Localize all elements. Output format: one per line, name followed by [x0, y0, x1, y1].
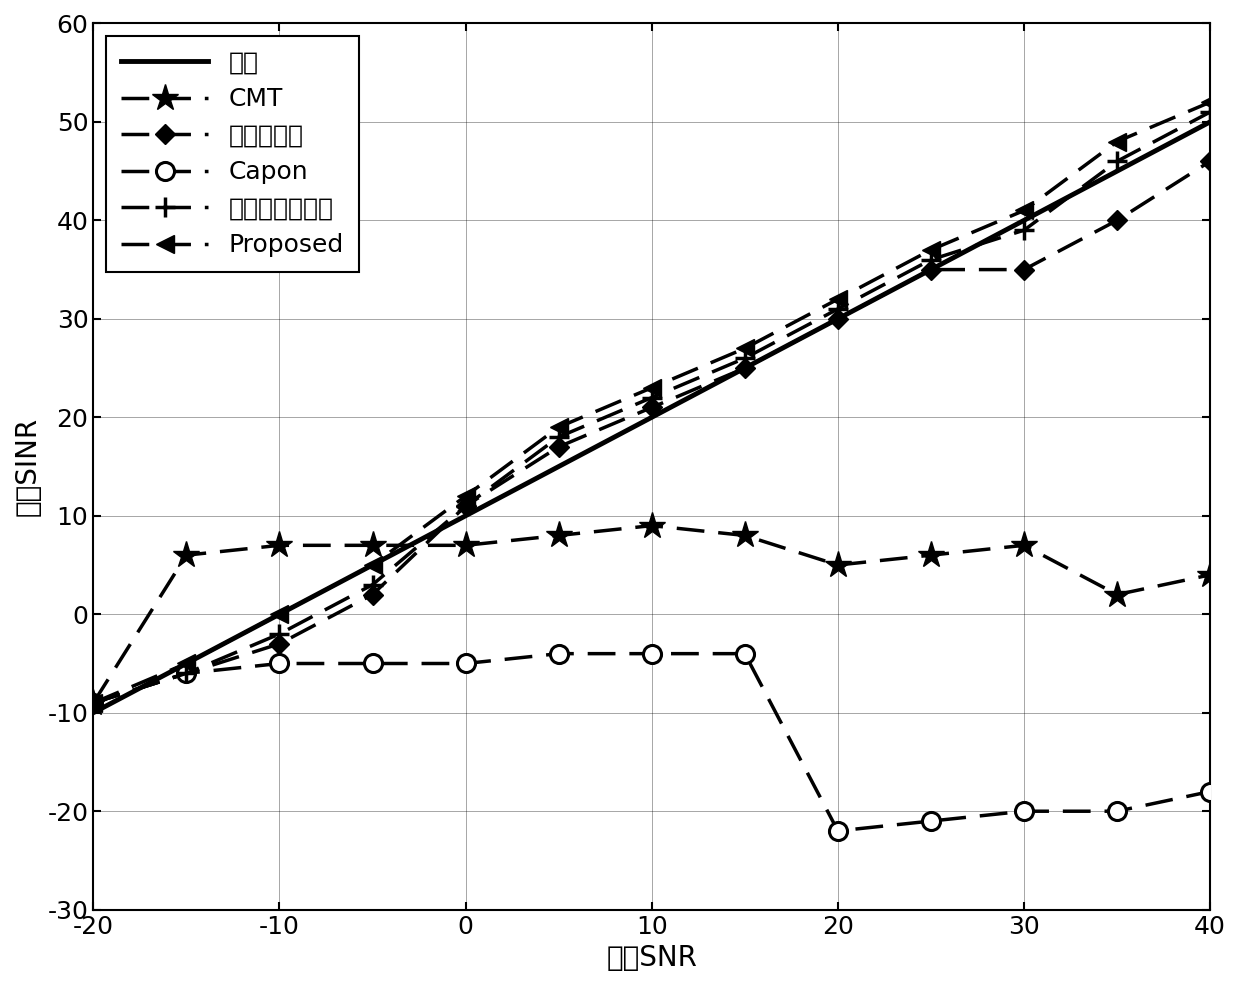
Proposed [1017, 204, 1032, 216]
Proposed [645, 382, 660, 393]
Line: Proposed: Proposed [84, 93, 1219, 712]
Proposed [458, 490, 472, 502]
Capon [1017, 806, 1032, 817]
CMT [924, 549, 939, 561]
Legend: 理想, CMT, 多参数约束, Capon, 协方差矩阵重构, Proposed: 理想, CMT, 多参数约束, Capon, 协方差矩阵重构, Proposed [105, 35, 358, 272]
协方差矩阵重构 [1017, 224, 1032, 236]
多参数约束 [272, 638, 286, 650]
Line: Capon: Capon [84, 645, 1219, 840]
CMT [1203, 569, 1218, 581]
Capon [1203, 786, 1218, 798]
多参数约束 [645, 401, 660, 413]
CMT [645, 520, 660, 531]
Proposed [1203, 97, 1218, 108]
理想 [1110, 166, 1125, 177]
多参数约束 [831, 313, 846, 324]
理想 [552, 460, 567, 472]
CMT [272, 539, 286, 551]
协方差矩阵重构 [1110, 156, 1125, 168]
Proposed [552, 421, 567, 433]
Line: 多参数约束: 多参数约束 [87, 155, 1218, 710]
协方差矩阵重构 [831, 303, 846, 315]
Capon [86, 697, 100, 709]
Capon [179, 668, 193, 679]
Proposed [179, 658, 193, 669]
协方差矩阵重构 [272, 628, 286, 640]
多参数约束 [86, 697, 100, 709]
Capon [365, 658, 379, 669]
Capon [738, 648, 753, 660]
Proposed [738, 342, 753, 354]
协方差矩阵重构 [458, 500, 472, 512]
Capon [645, 648, 660, 660]
Capon [272, 658, 286, 669]
Proposed [924, 244, 939, 255]
协方差矩阵重构 [552, 431, 567, 443]
Y-axis label: 输函SINR: 输函SINR [14, 417, 42, 516]
Proposed [831, 293, 846, 305]
理想 [924, 263, 939, 275]
协方差矩阵重构 [179, 668, 193, 679]
理想 [272, 608, 286, 620]
CMT [831, 559, 846, 571]
理想 [738, 362, 753, 374]
多参数约束 [738, 362, 753, 374]
CMT [552, 529, 567, 541]
多参数约束 [365, 589, 379, 600]
CMT [1017, 539, 1032, 551]
Capon [831, 825, 846, 837]
CMT [86, 697, 100, 709]
协方差矩阵重构 [86, 697, 100, 709]
理想 [831, 313, 846, 324]
多参数约束 [1203, 156, 1218, 168]
CMT [1110, 589, 1125, 600]
协方差矩阵重构 [365, 579, 379, 591]
协方差矩阵重构 [1203, 106, 1218, 118]
CMT [179, 549, 193, 561]
Capon [458, 658, 472, 669]
多参数约束 [552, 441, 567, 453]
多参数约束 [1017, 263, 1032, 275]
多参数约束 [924, 263, 939, 275]
理想 [1203, 116, 1218, 128]
理想 [179, 658, 193, 669]
Capon [1110, 806, 1125, 817]
Proposed [86, 697, 100, 709]
Proposed [365, 559, 379, 571]
CMT [365, 539, 379, 551]
Capon [552, 648, 567, 660]
Proposed [272, 608, 286, 620]
Line: 理想: 理想 [93, 122, 1210, 713]
Line: 协方差矩阵重构: 协方差矩阵重构 [83, 102, 1220, 713]
Capon [924, 815, 939, 827]
Proposed [1110, 136, 1125, 148]
CMT [738, 529, 753, 541]
理想 [1017, 214, 1032, 226]
理想 [458, 510, 472, 522]
理想 [86, 707, 100, 719]
X-axis label: 输入SNR: 输入SNR [606, 945, 697, 972]
Line: CMT: CMT [79, 512, 1224, 717]
多参数约束 [179, 668, 193, 679]
多参数约束 [458, 500, 472, 512]
CMT [458, 539, 472, 551]
多参数约束 [1110, 214, 1125, 226]
协方差矩阵重构 [924, 253, 939, 265]
协方差矩阵重构 [645, 391, 660, 403]
协方差矩阵重构 [738, 352, 753, 364]
理想 [645, 411, 660, 423]
理想 [365, 559, 379, 571]
